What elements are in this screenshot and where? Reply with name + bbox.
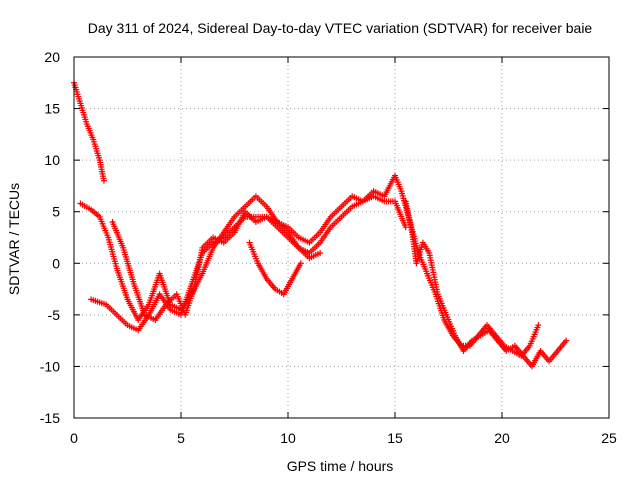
y-tick-label: 10: [44, 152, 60, 168]
series-track-d: [109, 208, 324, 324]
x-tick-label: 15: [387, 430, 403, 446]
data-point: [297, 260, 304, 267]
y-tick-label: 20: [44, 49, 60, 65]
data-points: [71, 79, 570, 370]
x-tick-label: 0: [70, 430, 78, 446]
y-axis-label: SDTVAR / TECUs: [6, 183, 22, 295]
x-tick-label: 5: [177, 430, 185, 446]
y-tick-label: 15: [44, 101, 60, 117]
series-track-b: [77, 172, 405, 324]
data-point: [402, 224, 409, 231]
series-track-a: [71, 79, 107, 184]
data-point: [563, 337, 570, 344]
data-point: [100, 177, 107, 184]
x-axis-label: GPS time / hours: [287, 458, 394, 474]
y-tick-label: 0: [52, 255, 60, 271]
data-point: [535, 322, 542, 329]
series-track-g: [398, 188, 542, 360]
axis-ticks: 0 5 10 15 20 25 -15 -10 -5 0 5 10 15 20: [40, 49, 617, 446]
y-tick-label: -5: [48, 307, 61, 323]
series-track-e: [246, 239, 304, 298]
plot-frame: [73, 56, 610, 419]
data-point: [317, 249, 324, 256]
y-tick-label: -10: [40, 358, 60, 374]
x-tick-label: 10: [280, 430, 296, 446]
chart-title: Day 311 of 2024, Sidereal Day-to-day VTE…: [88, 20, 593, 36]
y-tick-label: 5: [52, 204, 60, 220]
x-tick-label: 25: [601, 430, 617, 446]
x-tick-label: 20: [494, 430, 510, 446]
y-tick-label: -15: [40, 410, 60, 426]
